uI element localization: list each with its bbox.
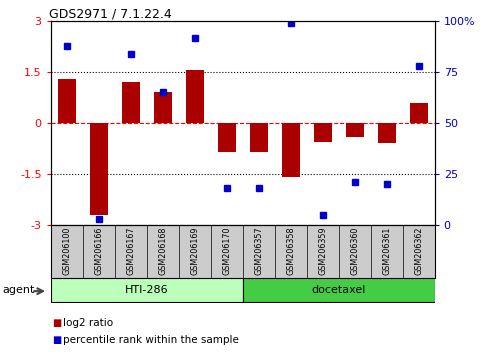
Text: HTI-286: HTI-286 (125, 285, 169, 295)
Bar (314, 123, 331, 142)
Text: GSM206168: GSM206168 (158, 227, 167, 275)
Text: ■: ■ (52, 335, 61, 345)
Text: ■: ■ (52, 318, 61, 328)
Text: docetaxel: docetaxel (312, 285, 366, 295)
Text: GSM206359: GSM206359 (318, 227, 327, 275)
Text: agent: agent (2, 285, 35, 295)
Text: GDS2971 / 7.1.22.4: GDS2971 / 7.1.22.4 (49, 7, 171, 20)
Text: GSM206362: GSM206362 (414, 227, 423, 275)
Bar (378, 123, 396, 143)
Bar (250, 123, 268, 152)
Bar (218, 123, 236, 152)
Bar (58, 79, 75, 123)
Text: GSM206358: GSM206358 (286, 227, 295, 275)
Text: GSM206360: GSM206360 (350, 227, 359, 275)
Bar (90, 123, 108, 215)
Bar (346, 123, 364, 137)
Text: percentile rank within the sample: percentile rank within the sample (63, 335, 239, 345)
Text: GSM206361: GSM206361 (382, 227, 391, 275)
FancyBboxPatch shape (243, 278, 435, 302)
Bar (154, 92, 171, 123)
Text: GSM206100: GSM206100 (62, 227, 71, 275)
Text: GSM206357: GSM206357 (254, 227, 263, 275)
Bar (122, 82, 140, 123)
Bar (410, 103, 427, 123)
Text: GSM206166: GSM206166 (94, 227, 103, 275)
Text: GSM206167: GSM206167 (126, 227, 135, 275)
Text: GSM206170: GSM206170 (222, 227, 231, 275)
Bar (186, 70, 203, 123)
Bar (282, 123, 299, 177)
Text: GSM206169: GSM206169 (190, 227, 199, 275)
Text: log2 ratio: log2 ratio (63, 318, 113, 328)
FancyBboxPatch shape (51, 278, 243, 302)
